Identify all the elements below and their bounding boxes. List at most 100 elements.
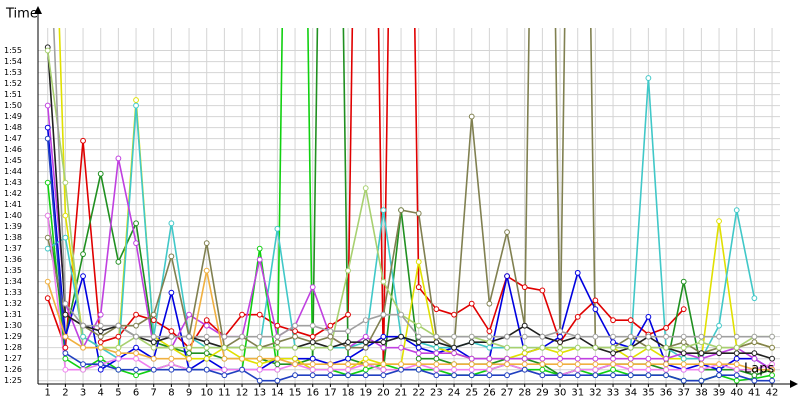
lap-line xyxy=(46,127,773,371)
lap-point xyxy=(521,350,528,357)
lap-point xyxy=(627,372,634,379)
x-tick-label: 19 xyxy=(359,387,372,398)
lap-point xyxy=(168,253,175,260)
x-tick-label: 7 xyxy=(151,387,157,398)
lap-point xyxy=(292,372,298,379)
lap-point xyxy=(203,322,210,329)
lap-point xyxy=(680,366,687,373)
lap-point xyxy=(309,355,316,362)
lap-point xyxy=(592,297,599,304)
x-tick-label: 21 xyxy=(395,387,408,398)
lap-point xyxy=(415,322,422,329)
lap-point xyxy=(415,344,422,351)
lap-point xyxy=(380,361,387,368)
lap-point xyxy=(698,377,705,384)
lap-point xyxy=(398,366,404,373)
lap-point xyxy=(468,366,475,373)
x-tick-label: 23 xyxy=(430,387,443,398)
lap-point xyxy=(486,361,493,368)
lap-point xyxy=(486,333,493,340)
lap-point xyxy=(680,350,687,357)
lap-point xyxy=(398,207,404,214)
y-tick-label: 1:33 xyxy=(4,288,22,297)
lap-point xyxy=(733,344,740,351)
lap-point xyxy=(716,350,722,357)
lap-point xyxy=(327,372,334,379)
lap-point xyxy=(451,366,457,373)
lap-point xyxy=(415,355,422,362)
lap-point xyxy=(415,366,422,373)
lap-point xyxy=(557,355,563,362)
lap-point xyxy=(133,102,139,109)
y-tick-label: 1:27 xyxy=(4,354,22,363)
lap-point xyxy=(592,366,599,373)
lap-point xyxy=(433,355,440,362)
lap-point xyxy=(733,207,740,214)
lap-point xyxy=(574,372,581,379)
lap-point xyxy=(292,328,298,335)
lap-point xyxy=(256,366,263,373)
lap-point xyxy=(539,355,546,362)
lap-point xyxy=(327,366,334,373)
x-tick-label: 5 xyxy=(115,387,121,398)
lap-point xyxy=(663,333,669,340)
lap-point xyxy=(97,339,104,346)
lap-point xyxy=(716,218,722,225)
lap-point xyxy=(274,339,281,346)
lap-point xyxy=(362,366,369,373)
x-tick-label: 34 xyxy=(624,387,637,398)
x-tick-label: 3 xyxy=(80,387,86,398)
lap-point xyxy=(80,322,86,329)
lines xyxy=(44,28,775,384)
lap-point xyxy=(221,372,228,379)
lap-point xyxy=(698,339,705,346)
lap-point xyxy=(133,322,139,329)
x-tick-label: 20 xyxy=(377,387,390,398)
lap-point xyxy=(97,333,104,340)
lap-point xyxy=(398,311,404,318)
lap-point xyxy=(663,324,669,331)
y-tick-label: 1:52 xyxy=(4,79,22,88)
lap-point xyxy=(80,251,86,258)
lap-point xyxy=(451,361,457,368)
lap-point xyxy=(80,344,86,351)
lap-line xyxy=(46,215,773,376)
lap-point xyxy=(769,344,775,351)
y-tick-label: 1:49 xyxy=(4,112,22,121)
lap-point xyxy=(133,372,139,379)
lap-point xyxy=(256,256,263,263)
lap-point xyxy=(415,361,422,368)
lap-point xyxy=(168,361,175,368)
y-tick-label: 1:34 xyxy=(4,277,22,286)
x-axis-arrow xyxy=(790,380,798,388)
lap-point xyxy=(44,47,51,54)
y-tick-label: 1:48 xyxy=(4,123,22,132)
lap-point xyxy=(362,355,369,362)
lap-point xyxy=(309,372,316,379)
lap-point xyxy=(451,350,457,357)
lap-point xyxy=(680,333,687,340)
lap-point xyxy=(698,366,705,373)
lap-point xyxy=(398,361,404,368)
x-tick-label: 30 xyxy=(554,387,567,398)
lap-point xyxy=(115,322,122,329)
lap-point xyxy=(133,355,139,362)
lap-point xyxy=(362,372,369,379)
lap-point xyxy=(769,366,775,373)
lap-point xyxy=(203,344,210,351)
lap-point xyxy=(680,306,687,313)
x-tick-label: 36 xyxy=(660,387,673,398)
lap-point xyxy=(203,267,210,274)
lap-point xyxy=(292,361,298,368)
x-tick-label: 2 xyxy=(62,387,68,398)
lap-point xyxy=(751,333,758,340)
lap-point xyxy=(256,377,263,384)
lap-point xyxy=(345,366,351,373)
lap-point xyxy=(221,366,228,373)
x-tick-label: 13 xyxy=(253,387,266,398)
lap-point xyxy=(769,355,775,362)
lap-point xyxy=(362,339,369,346)
lap-point xyxy=(627,366,634,373)
x-tick-label: 9 xyxy=(186,387,192,398)
lap-point xyxy=(345,339,351,346)
